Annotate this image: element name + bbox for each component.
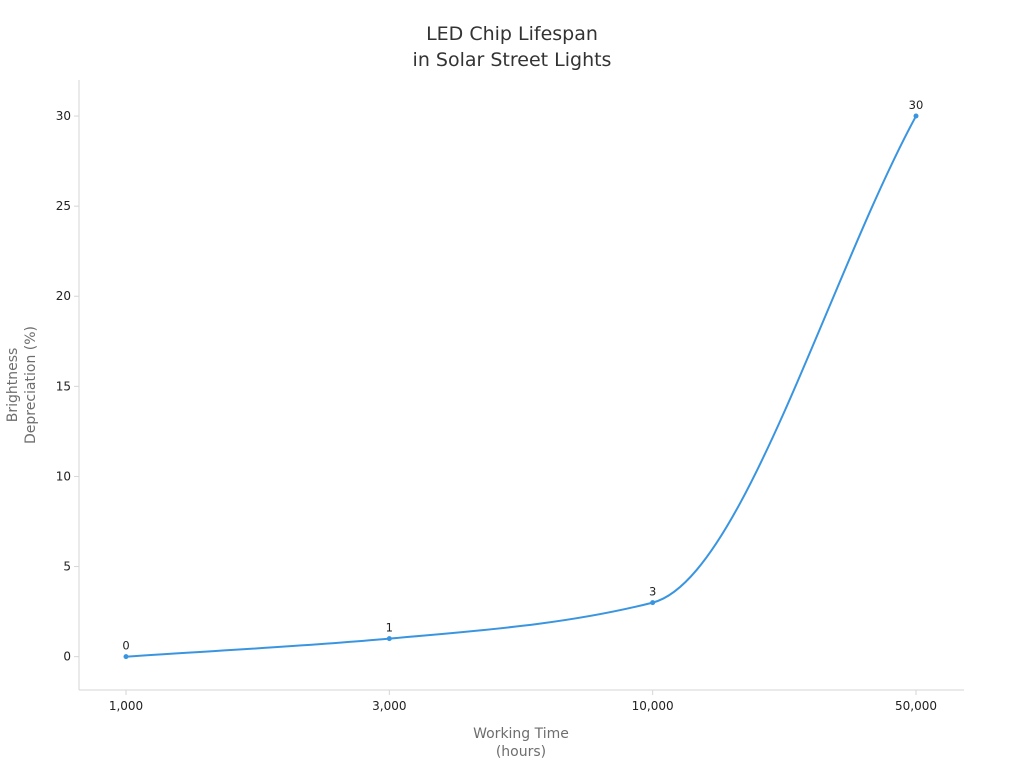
y-tick-label: 5 bbox=[63, 560, 71, 574]
x-tick-label: 50,000 bbox=[895, 699, 937, 713]
data-labels: 0 1 3 30 bbox=[122, 98, 923, 653]
data-point bbox=[123, 654, 129, 660]
data-label: 3 bbox=[649, 585, 656, 599]
data-points bbox=[123, 113, 919, 660]
x-axis-title-line-1: Working Time bbox=[473, 726, 569, 742]
x-tick-label: 10,000 bbox=[632, 699, 674, 713]
x-axis-ticks: 1,000 3,000 10,000 50,000 bbox=[109, 690, 937, 713]
x-tick-label: 3,000 bbox=[372, 699, 406, 713]
y-tick-label: 30 bbox=[56, 109, 71, 123]
chart-title-line-2: in Solar Street Lights bbox=[413, 49, 612, 71]
y-tick-label: 20 bbox=[56, 289, 71, 303]
series-line bbox=[125, 115, 917, 658]
data-point bbox=[650, 600, 656, 606]
x-axis-title-line-2: (hours) bbox=[496, 744, 546, 760]
y-axis-title-line-1: Brightness bbox=[5, 348, 21, 423]
y-tick-label: 10 bbox=[56, 469, 71, 483]
data-label: 1 bbox=[386, 621, 393, 635]
data-label: 30 bbox=[909, 98, 924, 112]
x-tick-label: 1,000 bbox=[109, 699, 143, 713]
chart-title-line-1: LED Chip Lifespan bbox=[426, 23, 598, 45]
y-axis-ticks: 0 5 10 15 20 25 30 bbox=[56, 109, 79, 664]
y-axis-title: Brightness Depreciation (%) bbox=[5, 326, 39, 444]
data-point bbox=[386, 636, 392, 642]
y-tick-label: 25 bbox=[56, 199, 71, 213]
data-label: 0 bbox=[122, 639, 129, 653]
data-point bbox=[913, 113, 919, 119]
y-tick-label: 15 bbox=[56, 379, 71, 393]
y-tick-label: 0 bbox=[63, 650, 71, 664]
y-axis-title-line-2: Depreciation (%) bbox=[23, 326, 39, 444]
